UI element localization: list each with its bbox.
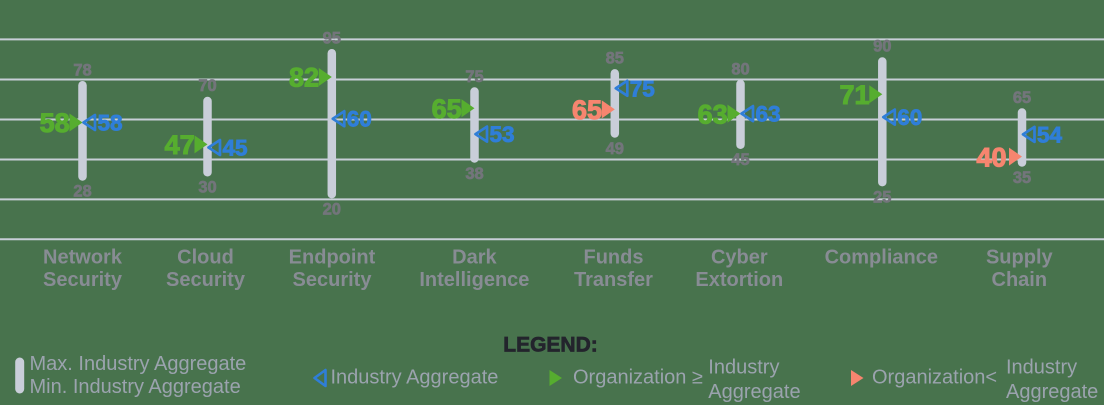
- svg-text:Min. Industry Aggregate: Min. Industry Aggregate: [30, 376, 241, 398]
- svg-text:Industry: Industry: [708, 357, 779, 379]
- svg-text:Compliance: Compliance: [825, 247, 938, 269]
- svg-text:Dark: Dark: [452, 247, 497, 269]
- svg-text:49: 49: [606, 140, 624, 158]
- svg-text:Cyber: Cyber: [711, 247, 768, 269]
- svg-text:65: 65: [1013, 89, 1031, 107]
- svg-text:95: 95: [323, 30, 341, 48]
- svg-text:Security: Security: [43, 269, 123, 291]
- svg-text:80: 80: [731, 60, 749, 78]
- svg-text:45: 45: [223, 136, 248, 161]
- svg-text:71: 71: [839, 80, 869, 110]
- svg-text:Funds: Funds: [584, 247, 644, 269]
- svg-text:78: 78: [73, 62, 91, 80]
- svg-text:40: 40: [976, 142, 1006, 172]
- svg-text:54: 54: [1037, 122, 1063, 147]
- svg-text:35: 35: [1013, 169, 1031, 187]
- svg-text:Cloud: Cloud: [177, 247, 234, 269]
- svg-text:63: 63: [756, 102, 781, 127]
- svg-text:25: 25: [873, 188, 891, 206]
- svg-text:Security: Security: [293, 269, 373, 291]
- svg-text:63: 63: [698, 99, 728, 129]
- svg-text:53: 53: [490, 122, 515, 147]
- svg-text:Endpoint: Endpoint: [289, 247, 376, 269]
- svg-text:85: 85: [606, 50, 624, 68]
- svg-text:Network: Network: [43, 247, 123, 269]
- svg-text:45: 45: [731, 151, 749, 169]
- svg-text:Max. Industry Aggregate: Max. Industry Aggregate: [30, 353, 247, 375]
- svg-text:Intelligence: Intelligence: [419, 269, 529, 291]
- svg-text:Industry Aggregate: Industry Aggregate: [331, 367, 499, 389]
- svg-text:28: 28: [73, 183, 91, 201]
- svg-text:75: 75: [630, 76, 655, 101]
- svg-text:30: 30: [198, 179, 216, 197]
- svg-text:82: 82: [289, 63, 319, 93]
- svg-text:Organization ≥: Organization ≥: [573, 367, 703, 389]
- svg-text:Security: Security: [166, 269, 246, 291]
- svg-text:Supply: Supply: [986, 247, 1054, 269]
- svg-text:Aggregate: Aggregate: [1006, 381, 1098, 403]
- svg-text:Extortion: Extortion: [695, 269, 783, 291]
- svg-text:20: 20: [323, 200, 341, 218]
- svg-text:Chain: Chain: [992, 269, 1048, 291]
- svg-text:65: 65: [572, 95, 602, 125]
- svg-text:Organization<: Organization<: [872, 367, 997, 389]
- svg-text:38: 38: [465, 165, 483, 183]
- svg-text:58: 58: [40, 108, 70, 138]
- svg-text:47: 47: [165, 130, 195, 160]
- svg-text:Aggregate: Aggregate: [708, 381, 800, 403]
- svg-text:Industry: Industry: [1006, 357, 1077, 379]
- svg-text:60: 60: [347, 107, 372, 132]
- svg-text:Transfer: Transfer: [574, 269, 653, 291]
- svg-text:65: 65: [432, 94, 462, 124]
- svg-text:70: 70: [198, 77, 216, 95]
- svg-text:58: 58: [98, 111, 123, 136]
- svg-text:LEGEND:: LEGEND:: [503, 334, 598, 357]
- svg-text:90: 90: [873, 38, 891, 56]
- svg-text:60: 60: [897, 105, 922, 130]
- svg-text:75: 75: [465, 68, 483, 86]
